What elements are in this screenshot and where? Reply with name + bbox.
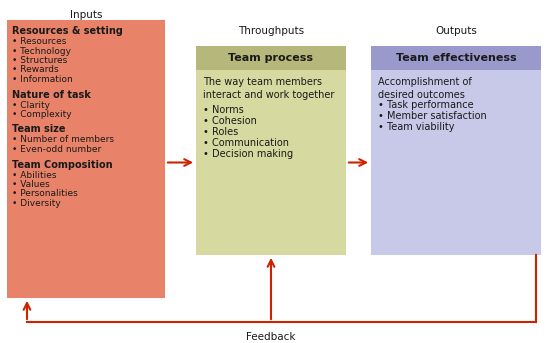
Text: • Decision making: • Decision making: [203, 149, 293, 159]
Bar: [196, 70, 346, 255]
Text: Accomplishment of
desired outcomes: Accomplishment of desired outcomes: [378, 77, 472, 100]
Text: • Clarity: • Clarity: [12, 100, 50, 109]
Text: • Abilities: • Abilities: [12, 170, 57, 179]
Text: Inputs: Inputs: [70, 10, 102, 20]
Text: • Member satisfaction: • Member satisfaction: [378, 111, 487, 121]
Text: Team size: Team size: [12, 125, 65, 134]
Text: • Resources: • Resources: [12, 37, 66, 46]
Text: • Rewards: • Rewards: [12, 66, 59, 74]
Text: • Diversity: • Diversity: [12, 199, 61, 208]
Text: • Values: • Values: [12, 180, 50, 189]
Text: The way team members
interact and work together: The way team members interact and work t…: [203, 77, 334, 100]
Text: • Task performance: • Task performance: [378, 100, 474, 110]
Text: Throughputs: Throughputs: [238, 26, 304, 36]
Text: Team effectiveness: Team effectiveness: [396, 53, 516, 63]
Text: • Norms: • Norms: [203, 105, 244, 115]
Text: • Complexity: • Complexity: [12, 110, 71, 119]
Text: • Information: • Information: [12, 75, 73, 84]
Bar: [371, 70, 541, 255]
Text: • Roles: • Roles: [203, 127, 238, 137]
Bar: [196, 46, 346, 70]
Text: • Even-odd number: • Even-odd number: [12, 145, 101, 154]
Text: Outputs: Outputs: [435, 26, 477, 36]
Text: • Team viability: • Team viability: [378, 122, 455, 132]
Text: • Structures: • Structures: [12, 56, 67, 65]
Text: • Number of members: • Number of members: [12, 135, 114, 144]
Text: • Technology: • Technology: [12, 47, 71, 56]
Text: Feedback: Feedback: [247, 332, 296, 342]
Text: Team process: Team process: [228, 53, 313, 63]
Text: • Communication: • Communication: [203, 138, 289, 148]
Bar: [7, 20, 165, 298]
Text: Resources & setting: Resources & setting: [12, 26, 123, 36]
Text: Team Composition: Team Composition: [12, 159, 113, 169]
Text: • Personalities: • Personalities: [12, 189, 78, 199]
Bar: [371, 46, 541, 70]
Text: • Cohesion: • Cohesion: [203, 116, 257, 126]
Text: Nature of task: Nature of task: [12, 90, 91, 99]
